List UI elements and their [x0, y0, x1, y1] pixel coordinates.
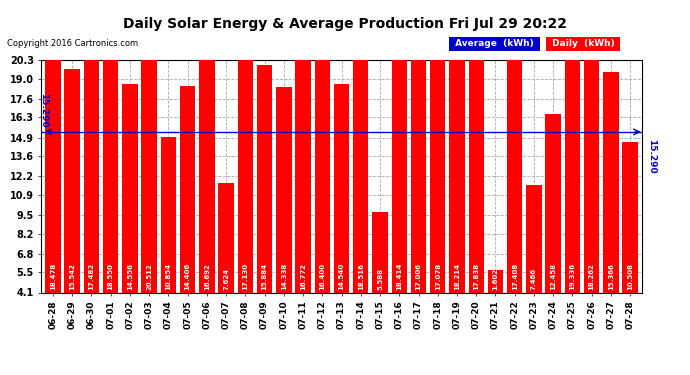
Text: 20.512: 20.512	[146, 264, 152, 290]
Text: 15.884: 15.884	[262, 263, 268, 290]
Text: 16.772: 16.772	[300, 264, 306, 290]
Text: 14.406: 14.406	[185, 263, 190, 290]
Text: 5.588: 5.588	[377, 268, 383, 290]
Text: 18.414: 18.414	[396, 263, 402, 290]
Text: 17.408: 17.408	[512, 263, 518, 290]
Text: 1.602: 1.602	[493, 268, 498, 290]
Text: 17.482: 17.482	[88, 263, 95, 290]
Text: 18.516: 18.516	[358, 264, 364, 290]
Text: 17.130: 17.130	[242, 263, 248, 290]
Bar	[46, 27, 61, 292]
Bar	[295, 52, 310, 292]
Bar	[315, 57, 330, 292]
Text: 14.540: 14.540	[339, 263, 344, 290]
Bar	[103, 26, 119, 292]
Bar	[373, 212, 388, 292]
Bar	[449, 31, 464, 292]
Bar	[392, 28, 407, 292]
Bar	[334, 84, 349, 292]
Bar	[257, 64, 273, 292]
Bar	[219, 183, 234, 292]
Text: 15.290: 15.290	[39, 93, 48, 128]
Text: 10.508: 10.508	[627, 263, 633, 290]
Bar	[430, 47, 446, 292]
Text: 18.478: 18.478	[50, 263, 56, 290]
Text: Copyright 2016 Cartronics.com: Copyright 2016 Cartronics.com	[7, 39, 138, 48]
Text: 17.838: 17.838	[473, 263, 480, 290]
Text: 18.262: 18.262	[589, 264, 595, 290]
Text: Daily Solar Energy & Average Production Fri Jul 29 20:22: Daily Solar Energy & Average Production …	[123, 17, 567, 31]
Text: 16.400: 16.400	[319, 263, 325, 290]
Text: 7.466: 7.466	[531, 268, 537, 290]
Text: 19.336: 19.336	[569, 263, 575, 290]
Bar	[141, 0, 157, 292]
Bar	[83, 42, 99, 292]
Bar	[564, 15, 580, 292]
Text: Daily  (kWh): Daily (kWh)	[549, 39, 618, 48]
Bar	[603, 72, 619, 292]
Bar	[237, 46, 253, 292]
Bar	[411, 48, 426, 292]
Text: 15.542: 15.542	[69, 264, 75, 290]
Bar	[488, 270, 503, 292]
Bar	[180, 86, 195, 292]
Text: 15.290: 15.290	[647, 139, 656, 174]
Text: 15.366: 15.366	[608, 264, 614, 290]
Text: 17.006: 17.006	[415, 263, 422, 290]
Text: 14.338: 14.338	[281, 263, 287, 290]
Text: 7.624: 7.624	[223, 268, 229, 290]
Bar	[276, 87, 291, 292]
Bar	[622, 142, 638, 292]
Text: Average  (kWh): Average (kWh)	[452, 39, 537, 48]
Text: 16.692: 16.692	[204, 264, 210, 290]
Bar	[64, 69, 80, 292]
Bar	[161, 137, 176, 292]
Text: 14.556: 14.556	[127, 264, 133, 290]
Bar	[122, 84, 137, 292]
Bar	[584, 30, 600, 292]
Text: 12.458: 12.458	[550, 263, 556, 290]
Bar	[546, 114, 561, 292]
Text: 18.214: 18.214	[454, 263, 460, 290]
Text: 18.550: 18.550	[108, 264, 114, 290]
Bar	[199, 53, 215, 292]
Bar	[507, 43, 522, 292]
Text: 10.854: 10.854	[166, 263, 171, 290]
Bar	[353, 27, 368, 292]
Bar	[469, 36, 484, 292]
Bar	[526, 185, 542, 292]
Text: 17.078: 17.078	[435, 263, 441, 290]
